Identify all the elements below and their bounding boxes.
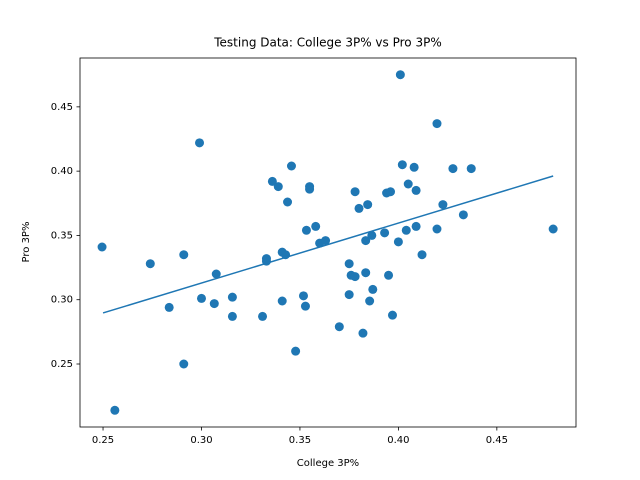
point — [361, 268, 371, 278]
point — [110, 405, 120, 415]
point — [164, 302, 174, 312]
point — [311, 221, 321, 231]
y-tick-label: 0.35 — [51, 230, 73, 241]
x-tick-label: 0.45 — [486, 435, 508, 446]
point — [395, 70, 405, 80]
point — [273, 182, 283, 192]
point — [393, 237, 403, 247]
point — [380, 228, 390, 238]
point — [344, 259, 354, 269]
point — [384, 270, 394, 280]
y-tick-label: 0.45 — [51, 102, 73, 113]
point — [227, 292, 237, 302]
point — [344, 290, 354, 300]
point — [209, 299, 219, 309]
trend-line — [102, 175, 554, 314]
chart-title: Testing Data: College 3P% vs Pro 3P% — [213, 36, 441, 50]
point — [387, 310, 397, 320]
point — [291, 346, 301, 356]
point — [386, 187, 396, 197]
x-tick-label: 0.40 — [387, 435, 409, 446]
point — [397, 160, 407, 170]
point — [227, 311, 237, 321]
point — [411, 185, 421, 195]
point — [448, 164, 458, 174]
point — [277, 296, 287, 306]
point — [354, 203, 364, 213]
point — [401, 225, 411, 235]
point — [438, 200, 448, 210]
point — [363, 200, 373, 210]
point — [365, 296, 375, 306]
plot-frame — [79, 57, 577, 428]
point — [267, 176, 277, 186]
point — [358, 328, 368, 338]
point — [411, 221, 421, 231]
point — [409, 162, 419, 172]
y-tick-label: 0.30 — [51, 295, 73, 306]
point — [301, 225, 311, 235]
point — [350, 187, 360, 197]
point — [367, 230, 377, 240]
point — [321, 236, 331, 246]
point — [350, 272, 360, 282]
point — [179, 250, 189, 260]
point — [361, 236, 371, 246]
x-tick-label: 0.35 — [289, 435, 311, 446]
point — [97, 242, 107, 252]
point — [417, 250, 427, 260]
point — [466, 164, 476, 174]
point — [145, 259, 155, 269]
point — [286, 161, 296, 171]
x-axis-label: College 3P% — [297, 458, 359, 469]
x-tick-label: 0.25 — [92, 435, 114, 446]
point — [298, 291, 308, 301]
x-tick-label: 0.30 — [190, 435, 212, 446]
point — [196, 293, 206, 303]
point — [548, 224, 558, 234]
point — [432, 224, 442, 234]
point — [334, 322, 344, 332]
y-tick-label: 0.25 — [51, 359, 73, 370]
point — [458, 210, 468, 220]
y-axis-label: Pro 3P% — [21, 222, 32, 263]
point — [211, 269, 221, 279]
point — [368, 284, 378, 294]
point — [179, 359, 189, 369]
point — [432, 119, 442, 129]
point — [300, 301, 310, 311]
y-tick-label: 0.40 — [51, 166, 73, 177]
point — [305, 184, 315, 194]
point — [403, 179, 413, 189]
point — [283, 197, 293, 207]
point — [195, 138, 205, 148]
point — [258, 311, 268, 321]
